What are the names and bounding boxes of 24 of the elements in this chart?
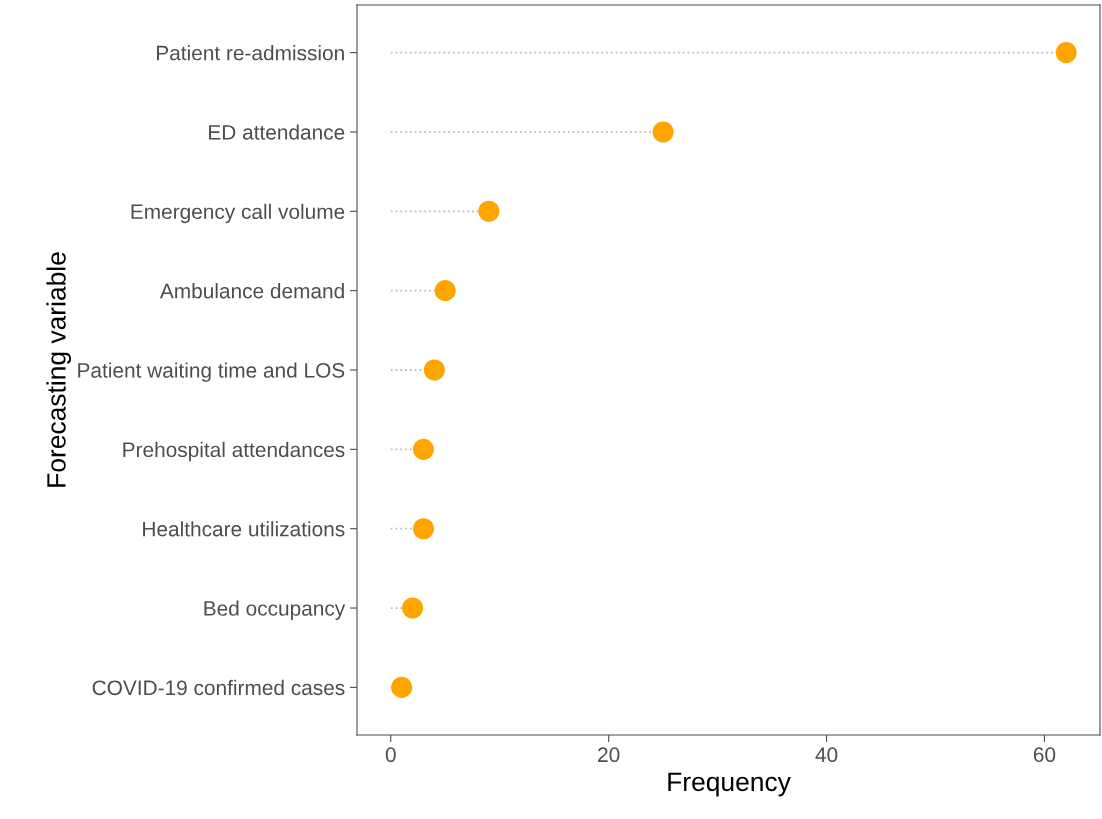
y-tick-label: Healthcare utilizations (143, 521, 345, 537)
x-tick-label: 0 (385, 747, 396, 763)
y-tick-label: Patient re-admission (157, 45, 344, 61)
point (478, 200, 500, 222)
point (412, 438, 434, 460)
x-axis-title: Frequency (668, 772, 791, 797)
y-tick-label: Patient waiting time and LOS (78, 362, 345, 382)
point (391, 676, 413, 698)
point (402, 597, 424, 619)
y-axis-title: Forecasting variable (46, 252, 71, 487)
y-tick-label: ED attendance (209, 124, 345, 140)
point (434, 280, 456, 302)
point (1055, 42, 1077, 64)
point (412, 518, 434, 540)
x-tick-label: 60 (1033, 747, 1056, 763)
y-tick-label: Prehospital attendances (123, 441, 345, 462)
x-tick-label: 40 (815, 747, 838, 763)
point (652, 121, 674, 143)
y-tick-label: Bed occupancy (204, 600, 346, 620)
y-tick-label: Emergency call volume (131, 203, 345, 224)
y-tick-label: COVID-19 confirmed cases (92, 679, 345, 696)
x-tick-label: 20 (598, 747, 620, 763)
y-tick-label: Ambulance demand (159, 283, 344, 299)
point (423, 359, 445, 381)
